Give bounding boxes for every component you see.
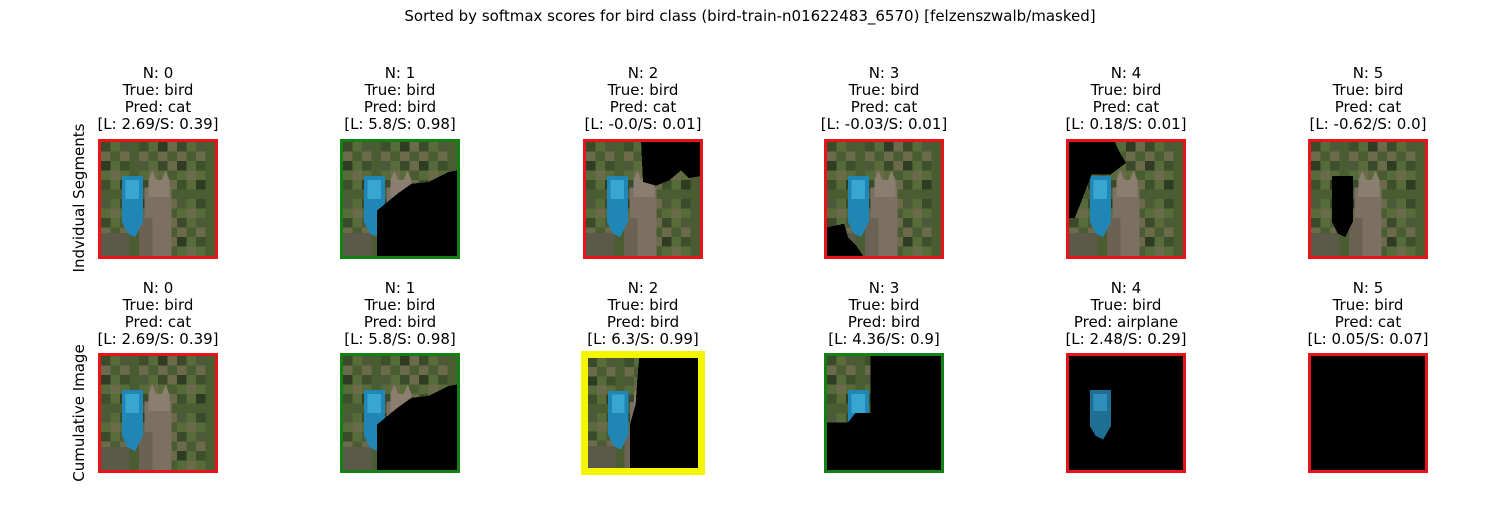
score-label: [L: 2.48/S: 0.29] <box>1065 330 1187 348</box>
pred-label: Pred: cat <box>1092 98 1160 116</box>
caption-r1-c3: N: 3 True: bird Pred: bird [L: 4.36/S: 0… <box>794 280 974 348</box>
true-label: True: bird <box>848 81 920 99</box>
caption-r1-c1: N: 1 True: bird Pred: bird [L: 5.8/S: 0.… <box>310 280 490 348</box>
thumbnail-r1-c3 <box>824 353 944 473</box>
true-label: True: bird <box>364 296 436 314</box>
pred-label: Pred: bird <box>363 313 437 331</box>
thumbnail-r0-c2 <box>583 139 703 259</box>
thumbnail-r1-c0 <box>98 353 218 473</box>
true-label: True: bird <box>1090 296 1162 314</box>
thumbnail-r1-c4 <box>1066 353 1186 473</box>
caption-r0-c5: N: 5 True: bird Pred: cat [L: -0.62/S: 0… <box>1278 65 1458 133</box>
true-label: True: bird <box>848 296 920 314</box>
pred-label: Pred: cat <box>124 98 192 116</box>
score-label: [L: 2.69/S: 0.39] <box>97 115 219 133</box>
segment-index: N: 1 <box>384 64 416 82</box>
caption-r1-c5: N: 5 True: bird Pred: cat [L: 0.05/S: 0.… <box>1278 280 1458 348</box>
score-label: [L: -0.0/S: 0.01] <box>584 115 702 133</box>
true-label: True: bird <box>607 81 679 99</box>
pred-label: Pred: airplane <box>1073 313 1179 331</box>
score-label: [L: 2.69/S: 0.39] <box>97 330 219 348</box>
pred-label: Pred: cat <box>609 98 677 116</box>
pred-label: Pred: cat <box>1334 98 1402 116</box>
figure-title: Sorted by softmax scores for bird class … <box>404 7 1096 25</box>
true-label: True: bird <box>1332 81 1404 99</box>
pred-label: Pred: cat <box>850 98 918 116</box>
segment-index: N: 0 <box>142 279 174 297</box>
segment-index: N: 5 <box>1352 279 1384 297</box>
pred-label: Pred: cat <box>124 313 192 331</box>
caption-r0-c2: N: 2 True: bird Pred: cat [L: -0.0/S: 0.… <box>553 65 733 133</box>
segment-index: N: 2 <box>627 279 659 297</box>
true-label: True: bird <box>122 296 194 314</box>
thumbnail-r0-c4 <box>1066 139 1186 259</box>
segment-index: N: 2 <box>627 64 659 82</box>
thumbnail-r0-c3 <box>824 139 944 259</box>
pred-label: Pred: bird <box>847 313 921 331</box>
segment-index: N: 4 <box>1110 64 1142 82</box>
score-label: [L: 4.36/S: 0.9] <box>828 330 940 348</box>
segment-index: N: 5 <box>1352 64 1384 82</box>
score-label: [L: -0.03/S: 0.01] <box>820 115 948 133</box>
pred-label: Pred: bird <box>606 313 680 331</box>
score-label: [L: 5.8/S: 0.98] <box>344 115 456 133</box>
caption-r1-c4: N: 4 True: bird Pred: airplane [L: 2.48/… <box>1036 280 1216 348</box>
segment-index: N: 1 <box>384 279 416 297</box>
caption-r0-c4: N: 4 True: bird Pred: cat [L: 0.18/S: 0.… <box>1036 65 1216 133</box>
true-label: True: bird <box>607 296 679 314</box>
thumbnail-r1-c5 <box>1308 353 1428 473</box>
pred-label: Pred: cat <box>1334 313 1402 331</box>
score-label: [L: 0.05/S: 0.07] <box>1307 330 1429 348</box>
thumbnail-r0-c0 <box>98 139 218 259</box>
segment-index: N: 3 <box>868 279 900 297</box>
segment-index: N: 3 <box>868 64 900 82</box>
score-label: [L: -0.62/S: 0.0] <box>1309 115 1427 133</box>
true-label: True: bird <box>122 81 194 99</box>
thumbnail-r0-c5 <box>1308 139 1428 259</box>
score-label: [L: 6.3/S: 0.99] <box>587 330 699 348</box>
true-label: True: bird <box>1090 81 1162 99</box>
caption-r1-c0: N: 0 True: bird Pred: cat [L: 2.69/S: 0.… <box>68 280 248 348</box>
caption-r1-c2: N: 2 True: bird Pred: bird [L: 6.3/S: 0.… <box>553 280 733 348</box>
score-label: [L: 0.18/S: 0.01] <box>1065 115 1187 133</box>
thumbnail-r1-c2 <box>581 351 705 475</box>
true-label: True: bird <box>364 81 436 99</box>
segment-index: N: 0 <box>142 64 174 82</box>
caption-r0-c0: N: 0 True: bird Pred: cat [L: 2.69/S: 0.… <box>68 65 248 133</box>
segment-index: N: 4 <box>1110 279 1142 297</box>
score-label: [L: 5.8/S: 0.98] <box>344 330 456 348</box>
caption-r0-c3: N: 3 True: bird Pred: cat [L: -0.03/S: 0… <box>794 65 974 133</box>
true-label: True: bird <box>1332 296 1404 314</box>
pred-label: Pred: bird <box>363 98 437 116</box>
thumbnail-r0-c1 <box>340 139 460 259</box>
caption-r0-c1: N: 1 True: bird Pred: bird [L: 5.8/S: 0.… <box>310 65 490 133</box>
thumbnail-r1-c1 <box>340 353 460 473</box>
